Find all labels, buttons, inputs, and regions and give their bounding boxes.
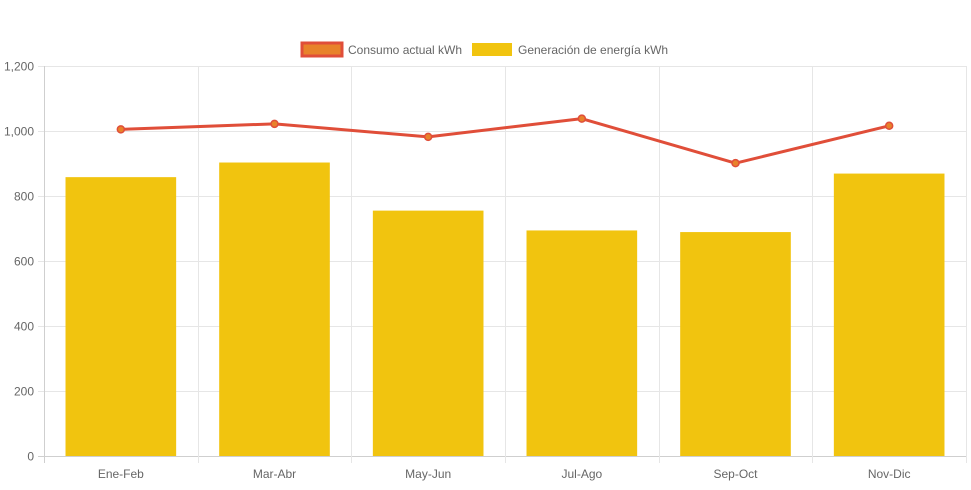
y-tick-label: 200 <box>14 385 34 399</box>
point-consumo[interactable] <box>731 158 740 168</box>
point-consumo[interactable] <box>270 119 279 129</box>
bar-generacion[interactable] <box>372 210 484 456</box>
legend-item-consumo[interactable]: Consumo actual kWh <box>300 41 462 58</box>
x-tick-label: Jul-Ago <box>561 467 602 481</box>
y-tick-label: 800 <box>14 190 34 204</box>
point-consumo[interactable] <box>577 114 587 123</box>
x-tick-label: Ene-Feb <box>98 467 144 481</box>
point-consumo[interactable] <box>116 125 126 134</box>
line-consumo <box>120 117 890 165</box>
x-tick-label: May-Jun <box>405 467 451 481</box>
bar-generacion[interactable] <box>680 232 791 456</box>
x-tick-label: Sep-Oct <box>713 467 758 481</box>
y-tick-label: 600 <box>14 255 34 269</box>
bar-generacion[interactable] <box>65 177 177 456</box>
legend-swatch-generacion <box>472 43 512 56</box>
y-tick-label: 1,000 <box>4 125 34 139</box>
bar-series <box>65 162 945 456</box>
point-consumo[interactable] <box>423 132 433 142</box>
bar-generacion[interactable] <box>526 230 638 456</box>
legend-label-consumo: Consumo actual kWh <box>348 43 462 57</box>
y-tick-label: 400 <box>14 320 34 334</box>
legend-label-generacion: Generación de energía kWh <box>518 43 668 57</box>
y-tick-label: 1,200 <box>4 60 34 74</box>
legend: Consumo actual kWh Generación de energía… <box>300 41 668 58</box>
x-tick-label: Nov-Dic <box>868 467 911 481</box>
axes: 0 200 400 600 800 1,000 1,200 Ene-Feb Mar-Abr May… <box>4 60 911 482</box>
legend-item-generacion[interactable]: Generación de energía kWh <box>472 43 668 57</box>
point-consumo[interactable] <box>884 121 894 131</box>
y-tick-label: 0 <box>27 450 34 464</box>
bar-generacion[interactable] <box>219 162 330 456</box>
line-series <box>116 114 894 168</box>
legend-swatch-consumo <box>300 41 344 58</box>
grid-lines <box>38 66 967 463</box>
x-tick-label: Mar-Abr <box>253 467 296 481</box>
bar-generacion[interactable] <box>833 173 945 456</box>
